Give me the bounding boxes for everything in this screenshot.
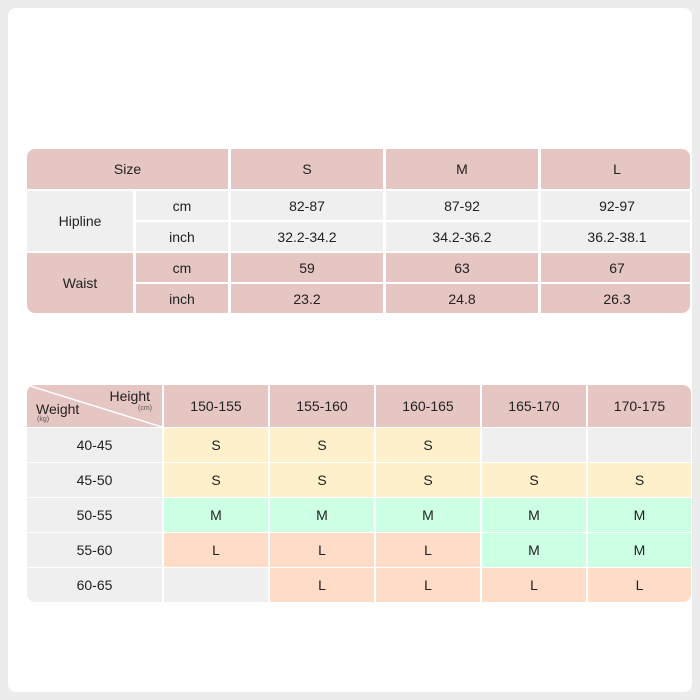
weight-row-label: 55-60 — [27, 533, 162, 567]
measurement-value: 87-92 — [386, 191, 538, 220]
height-column-header: 170-175 — [588, 385, 691, 427]
size-cell: S — [376, 428, 480, 462]
size-cell: L — [588, 568, 691, 602]
size-cell: M — [588, 498, 691, 532]
size-chart-card: Size S M L Hipline cm 82-87 87-92 92-97 inch 32.2-… — [8, 8, 692, 692]
size-cell: L — [376, 533, 480, 567]
weight-label: Weight — [36, 401, 80, 417]
height-label: Height — [109, 388, 150, 404]
weight-row-label: 45-50 — [27, 463, 162, 497]
measurement-value: 32.2-34.2 — [231, 222, 383, 251]
unit-label: cm — [136, 191, 228, 220]
height-column-header: 150-155 — [164, 385, 268, 427]
height-column-header: 155-160 — [270, 385, 374, 427]
size-cell: L — [270, 533, 374, 567]
size-cell: S — [270, 428, 374, 462]
size-column-header: S — [231, 149, 383, 189]
measurement-group-label: Waist — [27, 253, 133, 313]
measurement-value: 67 — [541, 253, 690, 282]
measurement-value: 36.2-38.1 — [541, 222, 690, 251]
empty-cell — [164, 568, 268, 602]
size-cell: M — [588, 533, 691, 567]
measurement-value: 92-97 — [541, 191, 690, 220]
size-cell: S — [164, 428, 268, 462]
measurement-value: 59 — [231, 253, 383, 282]
weight-unit: (kg) — [37, 416, 50, 423]
empty-cell — [588, 428, 691, 462]
weight-row-label: 40-45 — [27, 428, 162, 462]
unit-label: inch — [136, 222, 228, 251]
size-cell: L — [482, 568, 586, 602]
size-cell: S — [270, 463, 374, 497]
height-unit: (cm) — [138, 405, 152, 412]
size-cell: S — [376, 463, 480, 497]
height-weight-corner-header: Height (cm) Weight (kg) — [27, 385, 162, 427]
size-cell: M — [376, 498, 480, 532]
size-cell: M — [482, 533, 586, 567]
measurement-group-label: Hipline — [27, 191, 133, 251]
size-cell: L — [270, 568, 374, 602]
weight-row-label: 60-65 — [27, 568, 162, 602]
size-cell: S — [588, 463, 691, 497]
measurement-value: 82-87 — [231, 191, 383, 220]
measurement-table: Size S M L Hipline cm 82-87 87-92 92-97 inch 32.2-… — [27, 149, 690, 313]
size-cell: S — [164, 463, 268, 497]
height-column-header: 160-165 — [376, 385, 480, 427]
size-cell: S — [482, 463, 586, 497]
empty-cell — [482, 428, 586, 462]
height-column-header: 165-170 — [482, 385, 586, 427]
size-recommendation-table: Height (cm) Weight (kg) 150-155 155-160 160-16… — [27, 385, 691, 602]
measurement-value: 34.2-36.2 — [386, 222, 538, 251]
size-cell: M — [270, 498, 374, 532]
unit-label: inch — [136, 284, 228, 313]
size-column-header: L — [541, 149, 690, 189]
size-column-header: M — [386, 149, 538, 189]
size-header: Size — [27, 149, 228, 189]
measurement-value: 63 — [386, 253, 538, 282]
measurement-value: 23.2 — [231, 284, 383, 313]
size-cell: L — [376, 568, 480, 602]
size-cell: M — [482, 498, 586, 532]
diagonal-divider — [27, 385, 162, 427]
weight-row-label: 50-55 — [27, 498, 162, 532]
size-cell: L — [164, 533, 268, 567]
measurement-value: 26.3 — [541, 284, 690, 313]
size-cell: M — [164, 498, 268, 532]
measurement-value: 24.8 — [386, 284, 538, 313]
unit-label: cm — [136, 253, 228, 282]
